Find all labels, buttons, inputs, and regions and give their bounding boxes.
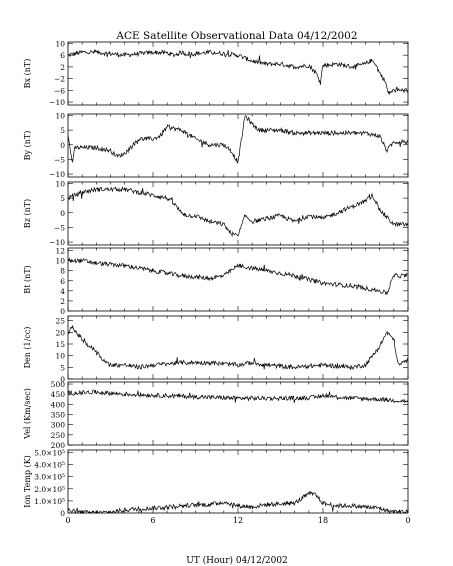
y-tick-label: 4.0×10⁵ <box>34 461 65 470</box>
panel-1: 10 6 2 −2 −6 −10 Bx (nT) <box>23 39 409 107</box>
series-line <box>67 186 409 238</box>
y-tick-label: 0 <box>60 141 65 150</box>
y-tick-label: 3.0×10⁵ <box>34 473 65 482</box>
y-tick-label: 10 <box>55 257 65 266</box>
y-tick-label: −10 <box>49 170 65 179</box>
y-tick-label: −5 <box>54 223 65 232</box>
panel-2: 10 5 0 −5 −10 By (nT) <box>23 111 409 179</box>
y-tick-label: −10 <box>49 238 65 247</box>
y-tick-label: 400 <box>51 400 66 409</box>
y-tick-label: 8 <box>60 267 65 276</box>
y-tick-label: 2 <box>60 63 65 72</box>
y-tick-label: 6 <box>60 51 65 60</box>
x-tick-label: 18 <box>318 516 328 525</box>
panel-frame <box>67 315 409 380</box>
y-axis-label: Bz (nT) <box>23 199 32 228</box>
y-tick-label: 2.0×10⁵ <box>34 485 65 494</box>
series-line <box>67 324 409 371</box>
y-tick-label: 200 <box>51 441 66 450</box>
y-tick-label: 10 <box>55 179 65 188</box>
y-tick-label: −6 <box>54 86 65 95</box>
x-axis-label: UT (Hour) 04/12/2002 <box>186 555 288 566</box>
y-tick-label: 12 <box>55 247 65 256</box>
y-tick-label: 0 <box>60 307 65 316</box>
y-tick-label: −10 <box>49 98 65 107</box>
y-tick-label: 250 <box>51 431 66 440</box>
y-tick-label: 5 <box>60 126 65 135</box>
y-tick-label: 0 <box>60 209 65 218</box>
y-tick-label: −2 <box>54 75 65 84</box>
y-axis-label: Den (1/cc) <box>23 327 32 369</box>
y-tick-label: 20 <box>55 328 65 337</box>
y-tick-label: 6 <box>60 277 65 286</box>
y-tick-label: 25 <box>55 317 65 326</box>
panel-7: 5.0×10⁵ 4.0×10⁵ 3.0×10⁵ 2.0×10⁵ 1.0×10⁵ 0 Ion … <box>23 448 409 518</box>
x-tick-labels: 0 6 12 18 0 <box>65 516 410 525</box>
y-axis-label: Bx (nT) <box>23 59 32 89</box>
panels: 10 6 2 −2 −6 −10 Bx (nT) 10 5 0 −5 −10 By (nT) 10 5 0 −5… <box>23 39 409 518</box>
panel-frame <box>67 113 409 178</box>
y-tick-label: 300 <box>51 421 66 430</box>
panel-frame <box>67 381 409 446</box>
y-tick-label: 2 <box>60 297 65 306</box>
x-tick-label: 6 <box>150 516 155 525</box>
y-tick-label: 0 <box>60 509 65 518</box>
y-tick-label: 10 <box>55 111 65 120</box>
y-tick-label: 450 <box>51 390 66 399</box>
y-axis-label: Bt (nT) <box>23 265 32 293</box>
y-tick-label: 5 <box>60 194 65 203</box>
chart-title: ACE Satellite Observational Data 04/12/2… <box>115 30 357 42</box>
y-tick-label: 1.0×10⁵ <box>34 497 65 506</box>
y-tick-label: 5.0×10⁵ <box>34 448 65 457</box>
y-tick-label: 10 <box>55 352 65 361</box>
y-tick-label: −5 <box>54 155 65 164</box>
x-tick-label: 12 <box>233 516 243 525</box>
panel-frame <box>67 41 409 106</box>
y-tick-label: 15 <box>55 340 65 349</box>
y-tick-label: 4 <box>60 287 65 296</box>
panel-3: 10 5 0 −5 −10 Bz (nT) <box>23 179 409 247</box>
y-axis-label: Ion Temp (K) <box>23 455 32 508</box>
x-tick-label: 0 <box>405 516 410 525</box>
series-line <box>67 389 409 404</box>
y-axis-label: Vel (Km/sec) <box>23 388 32 440</box>
y-tick-label: 500 <box>51 380 66 389</box>
panel-5: 25 20 15 10 5 0 Den (1/cc) <box>23 315 409 384</box>
series-line <box>67 115 409 164</box>
panel-frame <box>67 247 409 312</box>
y-tick-label: 5 <box>60 363 65 372</box>
series-line <box>67 257 409 295</box>
x-tick-label: 0 <box>65 516 70 525</box>
series-line <box>67 490 408 515</box>
y-tick-label: 350 <box>51 411 66 420</box>
y-tick-label: 0 <box>60 375 65 384</box>
y-tick-label: 10 <box>55 39 65 48</box>
series-line <box>68 48 409 96</box>
y-axis-label: By (nT) <box>23 131 32 161</box>
